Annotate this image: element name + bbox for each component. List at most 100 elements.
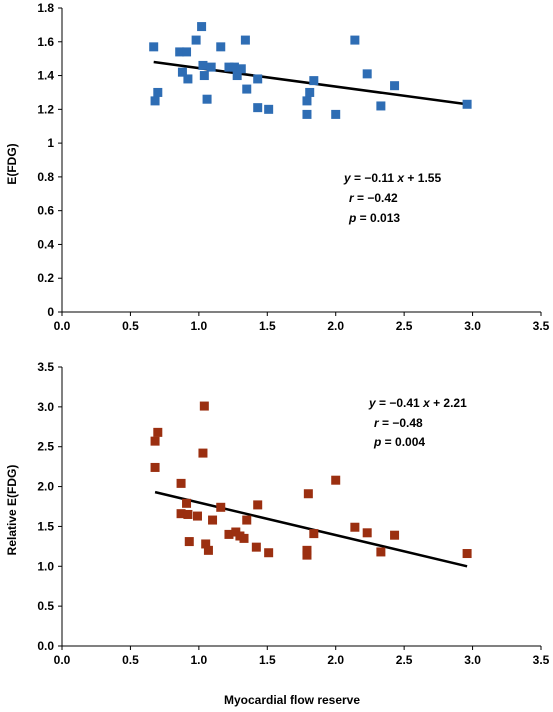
data-point — [309, 76, 319, 86]
data-point — [182, 498, 192, 508]
data-point — [229, 62, 239, 72]
x-tick-label: 1.5 — [259, 653, 276, 667]
bottom-panel: 0.0 0.5 1.0 1.5 2.0 2.5 3.0 3.5 0.0 0.5 1.0 1.5 2.0 2… — [5, 360, 550, 667]
y-tick-label: 2.5 — [37, 440, 54, 454]
stats-annotation: y = −0.41 x + 2.21 — [368, 396, 467, 410]
y-tick-label: 1.2 — [37, 102, 54, 116]
data-point — [224, 62, 234, 72]
data-point — [206, 62, 216, 72]
data-point — [350, 522, 360, 532]
data-point — [264, 548, 274, 558]
data-point — [302, 109, 312, 119]
data-point — [303, 489, 313, 499]
data-point — [462, 99, 472, 109]
data-point — [239, 533, 249, 543]
data-point — [251, 542, 261, 552]
y-tick-label: 1.8 — [37, 1, 54, 15]
data-point — [202, 94, 212, 104]
x-tick-label: 1.5 — [259, 319, 276, 333]
data-point — [216, 502, 226, 512]
data-point — [302, 96, 312, 106]
data-point — [376, 101, 386, 111]
x-tick-label: 2.5 — [396, 653, 413, 667]
x-tick-label: 3.0 — [464, 653, 481, 667]
data-point — [390, 81, 400, 91]
data-point — [309, 529, 319, 539]
y-tick-label: 0.2 — [37, 271, 54, 285]
data-point — [302, 550, 312, 560]
y-tick-label: 1 — [47, 136, 54, 150]
data-point — [203, 545, 213, 555]
x-axis-label: Myocardial flow reserve — [224, 693, 360, 707]
y-tick-label: 1.6 — [37, 35, 54, 49]
y-tick-label: 0.6 — [37, 204, 54, 218]
data-point — [150, 462, 160, 472]
x-tick-label: 2.0 — [327, 319, 344, 333]
data-point — [253, 500, 263, 510]
data-point — [153, 427, 163, 437]
data-point — [216, 42, 226, 52]
data-point — [183, 509, 193, 519]
data-point — [153, 87, 163, 97]
data-point — [236, 64, 246, 74]
y-tick-label: 1.0 — [37, 559, 54, 573]
stats-annotation: r = −0.48 — [374, 416, 423, 430]
data-point — [242, 515, 252, 525]
data-point — [201, 539, 211, 549]
x-tick-label: 3.5 — [533, 653, 550, 667]
data-point — [198, 60, 208, 70]
stats-annotation: r = −0.42 — [349, 191, 398, 205]
data-point — [302, 545, 312, 555]
data-point — [150, 436, 160, 446]
x-tick-label: 0.0 — [54, 319, 71, 333]
data-point — [182, 47, 192, 57]
x-tick-label: 0.0 — [54, 653, 71, 667]
data-point — [149, 42, 159, 52]
data-point — [198, 448, 208, 458]
y-tick-label: 1.5 — [37, 519, 54, 533]
data-point — [362, 528, 372, 538]
data-point — [177, 67, 187, 77]
y-tick-label: 1.4 — [37, 69, 54, 83]
stats-annotation: p = 0.013 — [348, 211, 400, 225]
data-point — [191, 35, 201, 45]
data-point — [176, 478, 186, 488]
x-tick-label: 1.0 — [191, 653, 208, 667]
y-tick-label: 3.5 — [37, 360, 54, 374]
data-point — [184, 537, 194, 547]
top-panel: 0 0.2 0.4 0.6 0.8 1 1.2 1.4 1.6 1.8 0.0 0.5 1.0 1.5 2.… — [5, 1, 550, 333]
data-point — [253, 103, 263, 113]
x-tick-label: 2.0 — [327, 653, 344, 667]
data-point — [362, 69, 372, 79]
data-point — [350, 35, 360, 45]
y-tick-label: 2.0 — [37, 480, 54, 494]
data-point — [376, 547, 386, 557]
data-point — [208, 515, 218, 525]
data-point — [183, 74, 193, 84]
data-point — [305, 87, 315, 97]
data-point — [224, 529, 234, 539]
x-tick-label: 3.5 — [533, 319, 550, 333]
x-tick-label: 0.5 — [122, 653, 139, 667]
stats-annotation: p = 0.004 — [373, 435, 425, 449]
y-tick-label: 0.4 — [37, 237, 54, 251]
y-tick-label: 0.0 — [37, 639, 54, 653]
x-tick-label: 3.0 — [464, 319, 481, 333]
data-point — [199, 401, 209, 411]
data-point — [331, 109, 341, 119]
data-point — [390, 530, 400, 540]
data-point — [175, 47, 185, 57]
data-point — [331, 475, 341, 485]
data-point — [199, 71, 209, 81]
data-point — [462, 549, 472, 559]
data-point — [242, 84, 252, 94]
data-point — [150, 96, 160, 106]
y-tick-label: 3.0 — [37, 400, 54, 414]
data-point — [176, 509, 186, 519]
y-axis-label: Relative E(FDG) — [5, 465, 19, 556]
x-tick-label: 2.5 — [396, 319, 413, 333]
y-axis-label: E(FDG) — [5, 143, 19, 184]
data-point — [192, 511, 202, 521]
data-point — [240, 35, 250, 45]
